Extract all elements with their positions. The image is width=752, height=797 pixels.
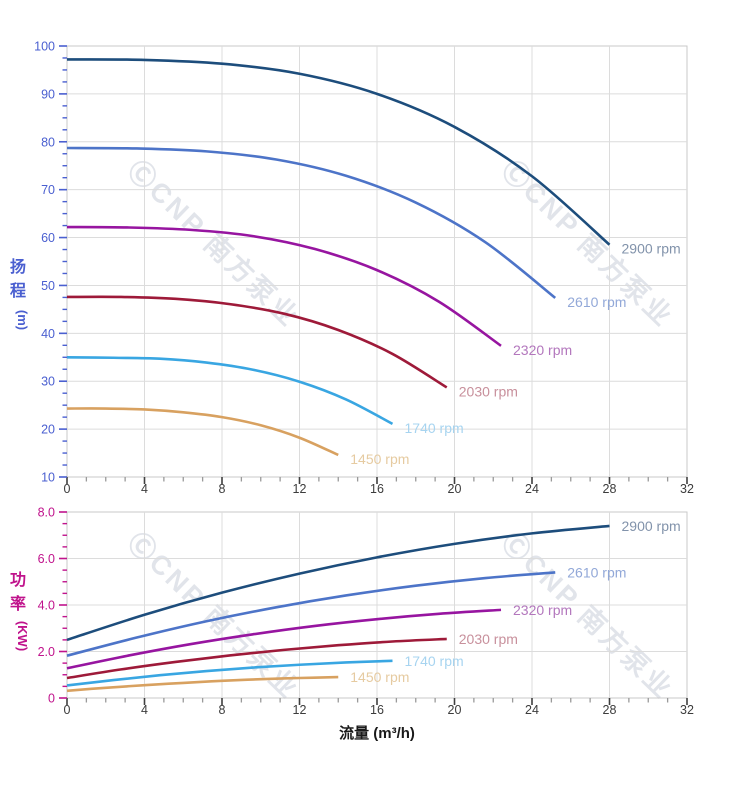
y-tick-label: 30 <box>41 375 55 389</box>
y-tick-label: 8.0 <box>38 506 55 520</box>
y-tick-label: 50 <box>41 279 55 293</box>
y-tick-label: 40 <box>41 327 55 341</box>
series-curve-1450-rpm <box>66 675 339 693</box>
series-curve-2610-rpm <box>66 571 556 657</box>
y-tick-label: 10 <box>41 471 55 485</box>
series-curve-2320-rpm <box>66 608 502 670</box>
watermark-text: ⒸCNP 南方泵业 <box>122 154 306 333</box>
x-tick-label: 24 <box>525 703 539 717</box>
x-axis-title: 流量 (m³/h) <box>339 724 415 742</box>
y-tick-label: 80 <box>41 135 55 149</box>
x-tick-label: 4 <box>141 703 148 717</box>
series-curve-2030-rpm <box>66 295 448 389</box>
x-tick-label: 28 <box>603 482 617 496</box>
y-tick-label: 100 <box>34 40 55 54</box>
series-label-2320-rpm: 2320 rpm <box>513 342 572 358</box>
series-label-2610-rpm: 2610 rpm <box>567 294 626 310</box>
series-label-1450-rpm: 1450 rpm <box>350 669 409 685</box>
series-label-1450-rpm: 1450 rpm <box>350 451 409 467</box>
series-label-2900-rpm: 2900 rpm <box>622 241 681 257</box>
y-axis-title-char: 扬 <box>10 257 26 276</box>
x-tick-label: 8 <box>219 703 226 717</box>
x-tick-label: 32 <box>680 703 694 717</box>
y-tick-label: 20 <box>41 423 55 437</box>
y-tick-label: 70 <box>41 183 55 197</box>
x-tick-label: 12 <box>293 703 307 717</box>
x-tick-label: 0 <box>64 482 71 496</box>
y-tick-label: 60 <box>41 231 55 245</box>
x-tick-label: 28 <box>603 703 617 717</box>
series-curve-2320-rpm <box>66 225 502 347</box>
x-tick-label: 20 <box>448 482 462 496</box>
x-tick-label: 16 <box>370 703 384 717</box>
x-tick-label: 0 <box>64 703 71 717</box>
series-label-2900-rpm: 2900 rpm <box>622 518 681 534</box>
y-axis-unit-label: (m) <box>15 310 30 330</box>
y-tick-label: 0 <box>48 692 55 706</box>
x-tick-label: 24 <box>525 482 539 496</box>
series-curve-2900-rpm <box>66 58 611 246</box>
series-label-2610-rpm: 2610 rpm <box>567 564 626 580</box>
y-axis-title-char: 程 <box>10 282 26 300</box>
x-tick-label: 32 <box>680 482 694 496</box>
x-tick-label: 8 <box>219 482 226 496</box>
x-tick-label: 12 <box>293 482 307 496</box>
series-curve-1740-rpm <box>66 659 393 687</box>
series-curve-2610-rpm <box>66 146 557 299</box>
series-label-2030-rpm: 2030 rpm <box>459 631 518 647</box>
y-axis-title-char: 率 <box>10 594 26 613</box>
y-axis-unit-label: (KW) <box>15 621 30 651</box>
series-curve-1740-rpm <box>66 355 394 425</box>
series-label-2030-rpm: 2030 rpm <box>459 383 518 399</box>
x-tick-label: 20 <box>448 703 462 717</box>
series-label-1740-rpm: 1740 rpm <box>405 420 464 436</box>
x-tick-label: 16 <box>370 482 384 496</box>
series-curve-2030-rpm <box>66 637 447 680</box>
series-label-2320-rpm: 2320 rpm <box>513 602 572 618</box>
x-tick-label: 4 <box>141 482 148 496</box>
series-curve-1450-rpm <box>66 407 339 457</box>
series-curve-2900-rpm <box>66 524 610 642</box>
y-axis-title-char: 功 <box>10 571 26 589</box>
y-tick-label: 4.0 <box>38 599 55 613</box>
series-label-1740-rpm: 1740 rpm <box>405 653 464 669</box>
y-tick-label: 90 <box>41 87 55 101</box>
y-tick-label: 6.0 <box>38 552 55 566</box>
y-tick-label: 2.0 <box>38 645 55 659</box>
